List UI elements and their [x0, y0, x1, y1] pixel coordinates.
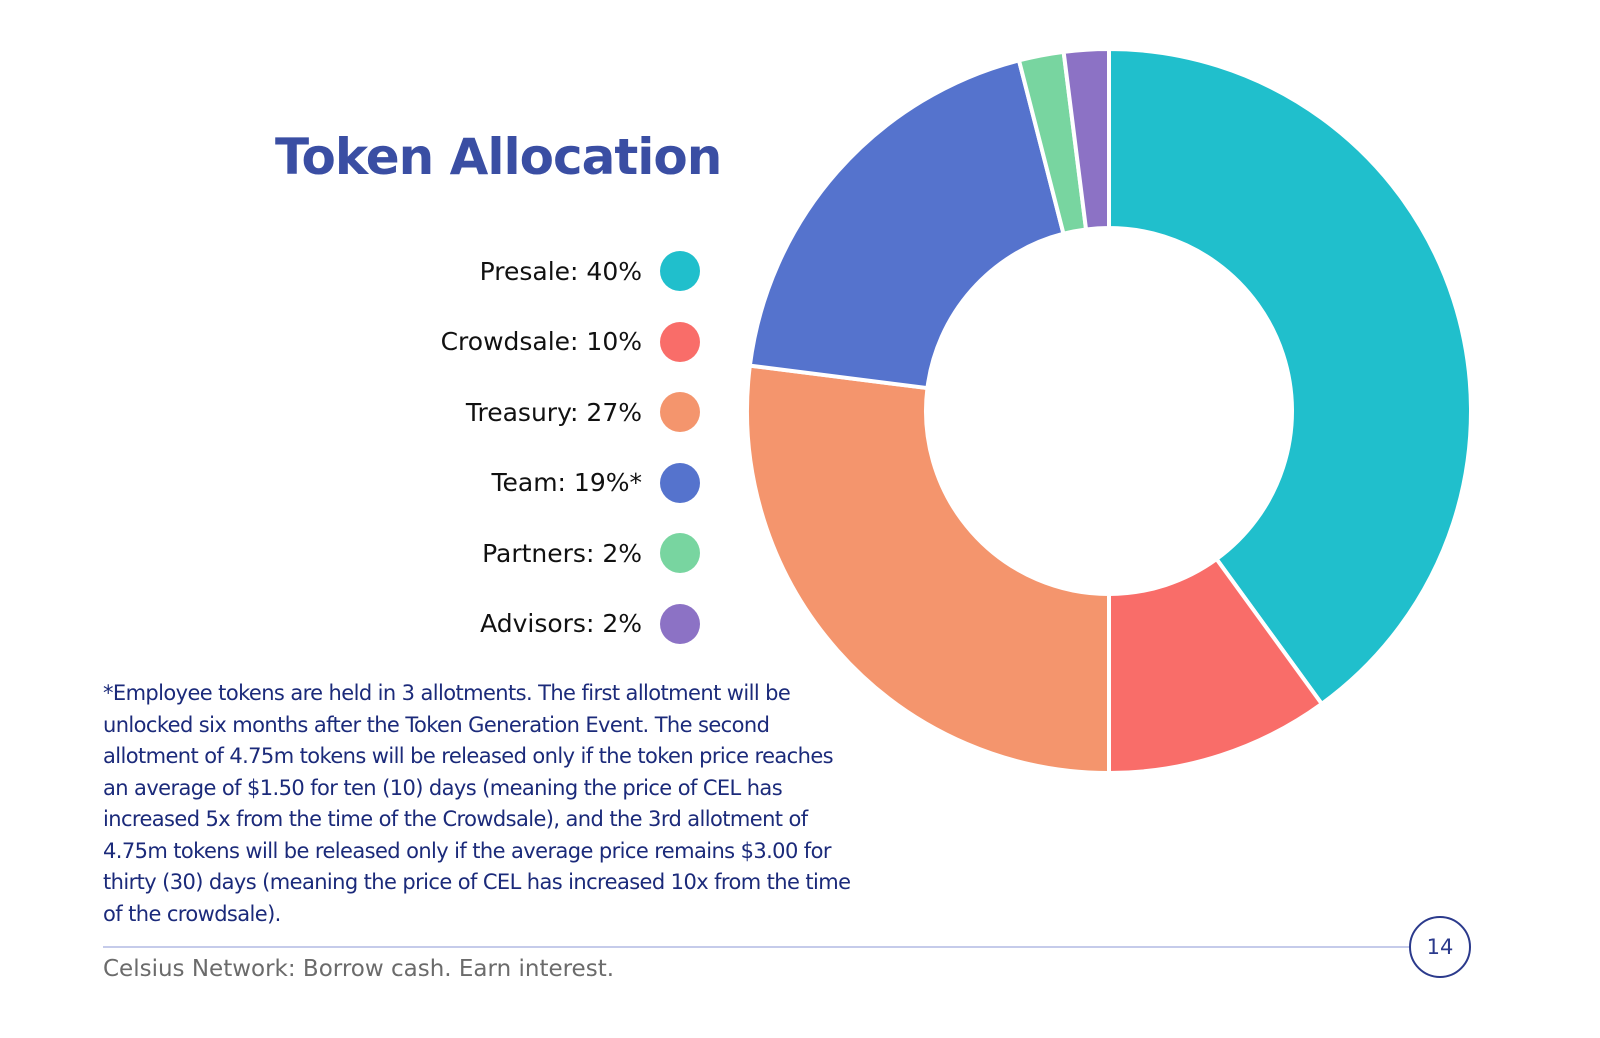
- legend-label: Partners: 2%: [482, 538, 642, 568]
- page-number-badge: 14: [1409, 916, 1471, 978]
- footer-tagline: Celsius Network: Borrow cash. Earn inter…: [103, 956, 615, 982]
- legend-label: Crowdsale: 10%: [440, 327, 642, 357]
- legend-swatch-presale: [660, 251, 700, 292]
- legend-swatch-advisors: [660, 603, 700, 644]
- slice-presale: [1107, 47, 1473, 706]
- page-number: 14: [1426, 935, 1454, 959]
- legend-label: Presale: 40%: [479, 256, 642, 286]
- legend-swatch-partners: [660, 533, 700, 574]
- slice-treasury: [745, 363, 1111, 775]
- legend-label: Advisors: 2%: [480, 609, 642, 639]
- legend-label: Treasury: 27%: [465, 397, 642, 427]
- legend-item-presale: Presale: 40%: [441, 236, 700, 307]
- footnote: *Employee tokens are held in 3 allotment…: [103, 681, 851, 926]
- legend-label: Team: 19%*: [491, 468, 642, 498]
- legend-swatch-crowdsale: [660, 321, 700, 362]
- legend-item-advisors: Advisors: 2%: [441, 589, 700, 660]
- chart-legend: Presale: 40% Crowdsale: 10% Treasury: 27…: [441, 236, 700, 659]
- legend-swatch-treasury: [660, 392, 700, 433]
- footer-divider: [103, 946, 1411, 948]
- legend-swatch-team: [660, 462, 700, 503]
- slice-advisors: [1061, 47, 1111, 232]
- legend-item-crowdsale: Crowdsale: 10%: [441, 307, 700, 378]
- legend-item-treasury: Treasury: 27%: [441, 377, 700, 448]
- page-title: Token Allocation: [275, 128, 722, 186]
- legend-item-team: Team: 19%*: [441, 448, 700, 519]
- legend-item-partners: Partners: 2%: [441, 518, 700, 589]
- slice-team: [747, 58, 1066, 391]
